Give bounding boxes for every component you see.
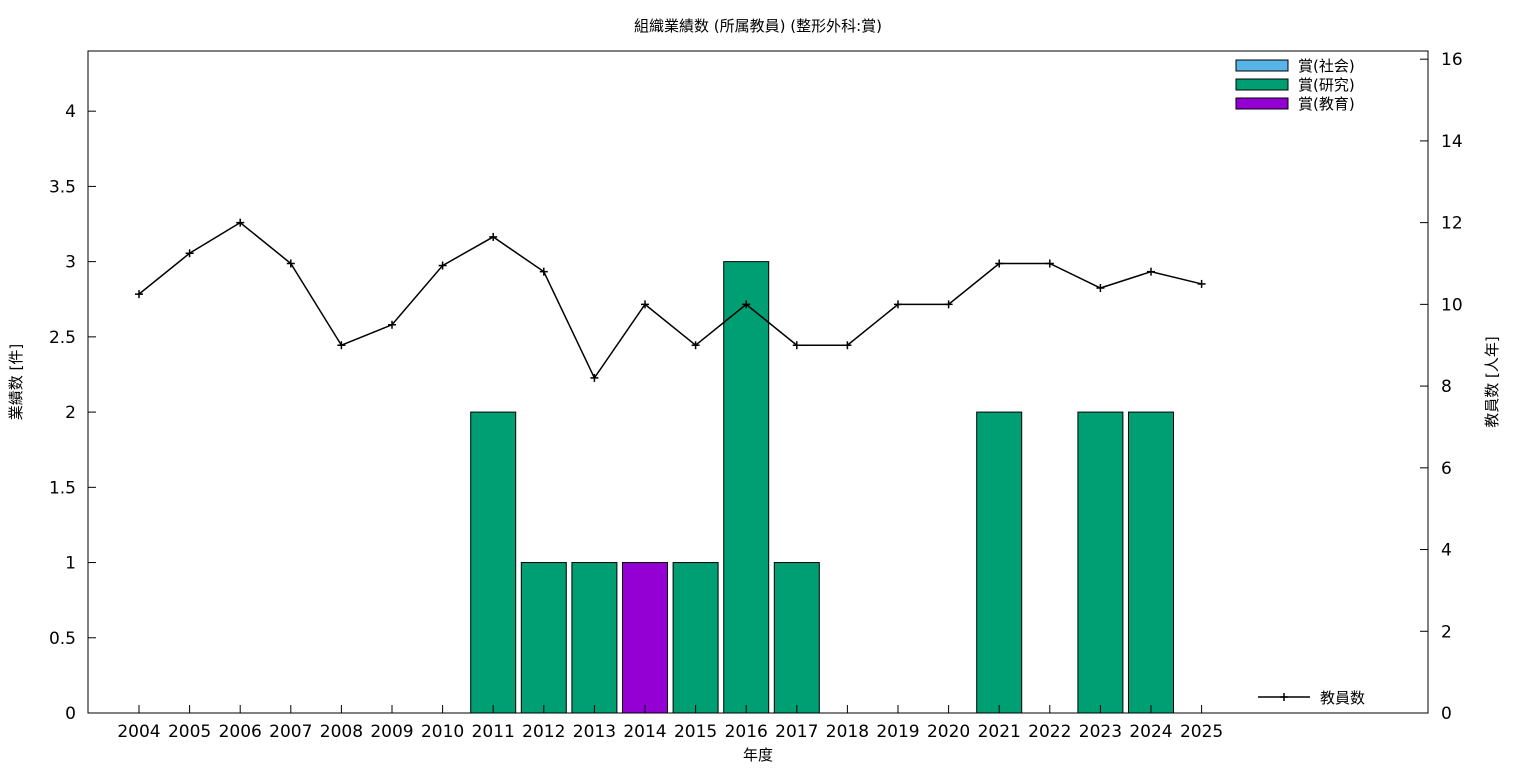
- chart-title: 組織業績数 (所属教員) (整形外科:賞): [634, 17, 882, 35]
- legend-swatch-0: [1235, 59, 1289, 72]
- line-point-2008: [337, 341, 346, 350]
- line-point-2024: [1147, 267, 1155, 276]
- legend-swatch-1: [1235, 78, 1289, 91]
- line-point-2011: [489, 232, 498, 241]
- x-tick-label: 2024: [1129, 722, 1172, 742]
- legend-layer: 賞(社会)賞(研究)賞(教育) 教員数: [1235, 57, 1365, 707]
- plot-frame: [87, 50, 1429, 714]
- x-tick-label: 2007: [269, 722, 312, 742]
- bar-2014-series-2: [622, 562, 668, 714]
- y2-tick-label: 8: [1441, 377, 1452, 397]
- line-point-2007: [286, 259, 295, 268]
- y-tick-label: 3.5: [49, 177, 76, 197]
- bar-2023-series-1: [1077, 411, 1124, 714]
- x-tick-label: 2008: [320, 722, 363, 742]
- legend-label-1: 賞(研究): [1298, 76, 1355, 94]
- y2-tick-label: 10: [1441, 295, 1463, 315]
- legend-label-0: 賞(社会): [1298, 57, 1355, 75]
- x-tick-label: 2004: [117, 722, 160, 742]
- line-point-2019: [894, 300, 902, 309]
- line-point-2004: [135, 290, 143, 299]
- x-tick-label: 2009: [370, 722, 413, 742]
- x-tick-label: 2006: [219, 722, 262, 742]
- x-tick-label: 2013: [573, 722, 616, 742]
- y2-tick-label: 16: [1441, 50, 1463, 70]
- y-tick-label: 0: [65, 704, 76, 724]
- x-tick-label: 2020: [927, 722, 970, 742]
- x-tick-label: 2021: [978, 722, 1021, 742]
- legend-line-sample: [1258, 693, 1310, 701]
- bar-2011-series-1: [470, 411, 517, 714]
- x-tick-label: 2019: [876, 722, 919, 742]
- bar-2016-series-1: [723, 261, 770, 714]
- x-tick-label: 2025: [1180, 722, 1223, 742]
- line-point-2013: [590, 373, 599, 382]
- y-tick-label: 2: [65, 403, 76, 423]
- x-tick-label: 2018: [826, 722, 869, 742]
- y2-tick-label: 6: [1441, 459, 1452, 479]
- y2-axis-label: 教員数 [人年]: [1483, 336, 1501, 427]
- line-series-faculty: [138, 221, 1202, 380]
- bar-2013-series-1: [571, 562, 618, 714]
- line-point-2005: [185, 249, 194, 258]
- line-point-2020: [944, 300, 953, 309]
- y-tick-label: 2.5: [49, 328, 76, 348]
- y-tick-label: 1: [65, 554, 76, 574]
- y-tick-label: 1.5: [49, 478, 76, 498]
- bar-2021-series-1: [976, 411, 1023, 714]
- bar-2012-series-1: [520, 562, 567, 714]
- y-tick-label: 0.5: [49, 629, 76, 649]
- x-tick-label: 2022: [1028, 722, 1071, 742]
- y2-tick-label: 0: [1441, 704, 1452, 724]
- y2-tick-label: 2: [1441, 622, 1452, 642]
- x-tick-label: 2017: [775, 722, 818, 742]
- axes-layer: 0 0.5 1 1.5 2 2.5 3 3.5 4 0 2 4 6 8 10 12 14 16 2004 2005 20…: [49, 50, 1463, 742]
- y2-tick-label: 12: [1441, 214, 1463, 234]
- x-tick-label: 2010: [421, 722, 464, 742]
- bars-layer: [470, 261, 1174, 714]
- line-point-2014: [641, 300, 649, 309]
- line-point-2015: [691, 341, 700, 350]
- x-tick-label: 2012: [522, 722, 565, 742]
- legend-swatch-2: [1235, 97, 1289, 110]
- line-point-2018: [843, 341, 852, 350]
- line-point-2009: [388, 320, 396, 329]
- line-point-2016: [742, 300, 751, 309]
- x-tick-label: 2015: [674, 722, 717, 742]
- line-point-2010: [438, 261, 447, 270]
- bar-2024-series-1: [1128, 411, 1174, 714]
- y2-tick-label: 14: [1441, 132, 1463, 152]
- line-point-2023: [1096, 284, 1105, 293]
- y2-tick-label: 4: [1441, 541, 1452, 561]
- line-point-2022: [1045, 259, 1054, 268]
- legend-label-line: 教員数: [1320, 689, 1365, 707]
- y-axis-label: 業績数 [件]: [7, 344, 25, 420]
- line-point-2006: [236, 218, 245, 227]
- x-tick-label: 2016: [725, 722, 768, 742]
- x-axis-label: 年度: [743, 746, 773, 764]
- line-point-2021: [995, 259, 1004, 268]
- line-point-2017: [792, 341, 801, 350]
- bar-2017-series-1: [773, 562, 820, 714]
- legend-label-2: 賞(教育): [1298, 95, 1355, 113]
- bar-2015-series-1: [672, 562, 719, 714]
- line-layer: [135, 218, 1206, 382]
- x-tick-label: 2014: [623, 722, 666, 742]
- y-tick-label: 3: [65, 253, 76, 273]
- x-tick-label: 2005: [168, 722, 211, 742]
- x-tick-label: 2023: [1079, 722, 1122, 742]
- y-tick-label: 4: [65, 102, 76, 122]
- line-point-2025: [1197, 279, 1206, 288]
- x-tick-label: 2011: [472, 722, 515, 742]
- line-point-2012: [539, 267, 548, 276]
